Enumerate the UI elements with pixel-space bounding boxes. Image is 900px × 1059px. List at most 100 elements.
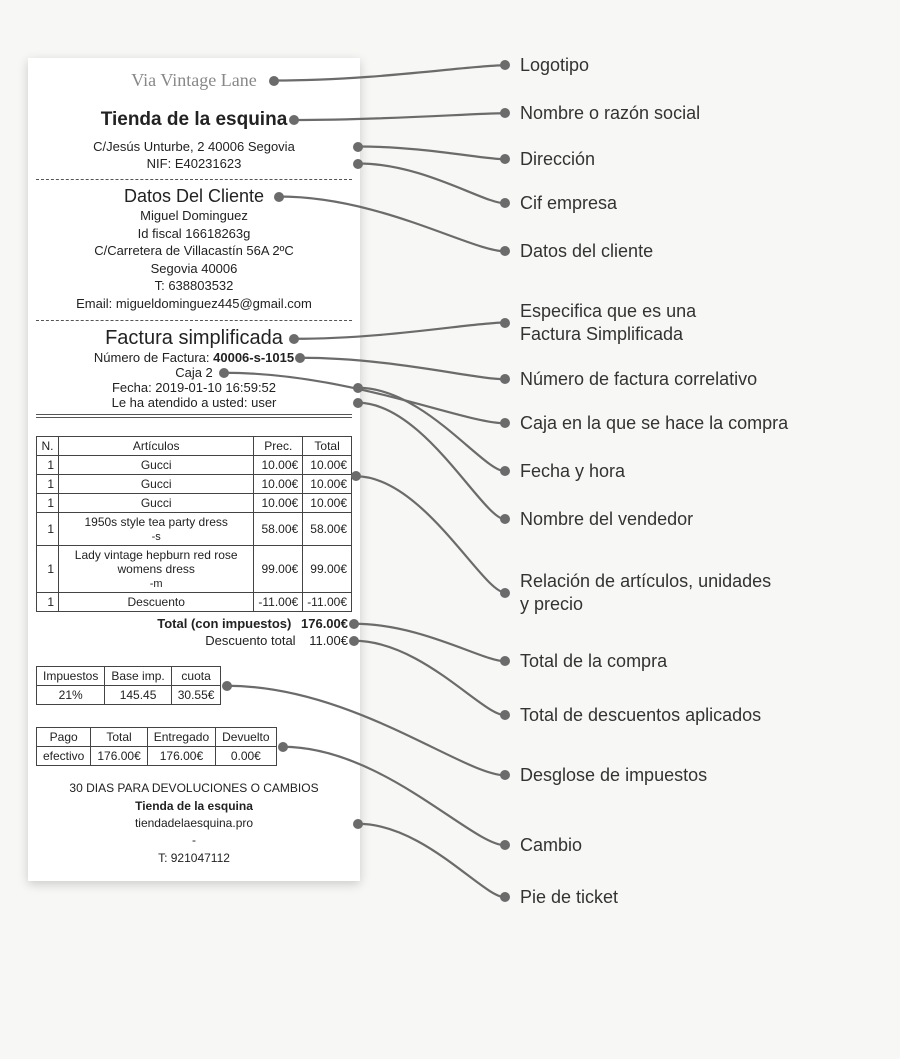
table-row: 1Gucci10.00€10.00€	[37, 475, 352, 494]
discount-total-value: 11.00€	[309, 633, 348, 648]
annot-items: Relación de artículos, unidades y precio	[520, 570, 771, 615]
annot-cif: Cif empresa	[520, 192, 617, 215]
invoice-number: 40006-s-1015	[213, 350, 294, 365]
cell-qty: 1	[37, 593, 59, 612]
connector-dot	[269, 76, 279, 86]
annot-footer: Pie de ticket	[520, 886, 618, 909]
pay-col-given: Entregado	[147, 728, 215, 747]
invoice-served-by: Le ha atendido a usted: user	[36, 395, 352, 410]
annot-datetime: Fecha y hora	[520, 460, 625, 483]
store-address: C/Jesús Unturbe, 2 40006 Segovia	[36, 139, 352, 154]
connector-dot	[500, 154, 510, 164]
footer-store: Tienda de la esquina	[36, 798, 352, 815]
cell-name: 1950s style tea party dress-s	[59, 513, 254, 546]
divider-thin	[36, 414, 352, 415]
cell-name: Gucci	[59, 456, 254, 475]
annot-simplified: Especifica que es una Factura Simplifica…	[520, 300, 696, 345]
cell-qty: 1	[37, 475, 59, 494]
annot-client: Datos del cliente	[520, 240, 653, 263]
cell-price: 10.00€	[254, 494, 303, 513]
connector-dot	[500, 588, 510, 598]
connector-dot	[353, 159, 363, 169]
annot-items-1: Relación de artículos, unidades	[520, 570, 771, 593]
client-city: Segovia 40006	[36, 260, 352, 278]
logo: Via Vintage Lane	[36, 70, 352, 91]
annot-address: Dirección	[520, 148, 595, 171]
connector-dot	[500, 246, 510, 256]
pay-col-total: Total	[91, 728, 147, 747]
client-address: C/Carretera de Villacastín 56A 2ºC	[36, 242, 352, 260]
store-nif: NIF: E40231623	[36, 156, 352, 171]
pay-method: efectivo	[37, 747, 91, 766]
divider-dashed	[36, 320, 352, 321]
cell-price: 99.00€	[254, 546, 303, 593]
annot-tax: Desglose de impuestos	[520, 764, 707, 787]
connector-dot	[274, 192, 284, 202]
connector-dot	[353, 383, 363, 393]
cell-total: 10.00€	[303, 456, 352, 475]
table-row: 1Gucci10.00€10.00€	[37, 494, 352, 513]
cell-qty: 1	[37, 456, 59, 475]
client-name: Miguel Dominguez	[36, 207, 352, 225]
footer-returns: 30 DIAS PARA DEVOLUCIONES O CAMBIOS	[36, 780, 352, 797]
connector-dot	[500, 710, 510, 720]
cell-qty: 1	[37, 513, 59, 546]
cell-price: 58.00€	[254, 513, 303, 546]
col-total: Total	[303, 437, 352, 456]
tax-col-quota: cuota	[171, 667, 221, 686]
pay-col-returned: Devuelto	[216, 728, 276, 747]
cell-name: Gucci	[59, 494, 254, 513]
pay-given: 176.00€	[147, 747, 215, 766]
invoice-datetime: Fecha: 2019-01-10 16:59:52	[36, 380, 352, 395]
payment-table: Pago Total Entregado Devuelto efectivo 1…	[36, 727, 277, 766]
annot-register: Caja en la que se hace la compra	[520, 412, 788, 435]
client-phone: T: 638803532	[36, 277, 352, 295]
receipt-footer: 30 DIAS PARA DEVOLUCIONES O CAMBIOS Tien…	[36, 780, 352, 867]
connector-dot	[500, 374, 510, 384]
connector-dot	[500, 60, 510, 70]
annot-discount: Total de descuentos aplicados	[520, 704, 761, 727]
cell-price: 10.00€	[254, 456, 303, 475]
receipt: Via Vintage Lane Tienda de la esquina C/…	[28, 58, 360, 881]
connector-dot	[349, 636, 359, 646]
connector-dot	[353, 819, 363, 829]
footer-phone: T: 921047112	[36, 850, 352, 867]
invoice-number-label: Número de Factura:	[94, 350, 213, 365]
annot-total: Total de la compra	[520, 650, 667, 673]
annot-simplified-1: Especifica que es una	[520, 300, 696, 323]
table-row: 11950s style tea party dress-s58.00€58.0…	[37, 513, 352, 546]
annot-change: Cambio	[520, 834, 582, 857]
footer-dash: -	[36, 832, 352, 849]
connector-dot	[219, 368, 229, 378]
table-row: 1Gucci10.00€10.00€	[37, 456, 352, 475]
cell-price: 10.00€	[254, 475, 303, 494]
connector-dot	[500, 198, 510, 208]
connector-dot	[289, 334, 299, 344]
connector-dot	[500, 514, 510, 524]
connector-dot	[278, 742, 288, 752]
items-table: N. Artículos Prec. Total 1Gucci10.00€10.…	[36, 436, 352, 612]
footer-web: tiendadelaesquina.pro	[36, 815, 352, 832]
cell-total: 10.00€	[303, 475, 352, 494]
cell-total: 58.00€	[303, 513, 352, 546]
cell-name: Lady vintage hepburn red rose womens dre…	[59, 546, 254, 593]
connector-dot	[353, 142, 363, 152]
divider-thin	[36, 417, 352, 418]
table-row: 1Lady vintage hepburn red rose womens dr…	[37, 546, 352, 593]
cell-total: -11.00€	[303, 593, 352, 612]
col-price: Prec.	[254, 437, 303, 456]
connector-dot	[289, 115, 299, 125]
client-email: Email: migueldominguez445@gmail.com	[36, 295, 352, 313]
connector-dot	[295, 353, 305, 363]
cell-total: 99.00€	[303, 546, 352, 593]
tax-col-base: Base imp.	[105, 667, 171, 686]
connector-dot	[353, 398, 363, 408]
totals: Total (con impuestos) 176.00€ Descuento …	[36, 616, 352, 648]
client-fiscal-id: Id fiscal 16618263g	[36, 225, 352, 243]
tax-table: Impuestos Base imp. cuota 21% 145.45 30.…	[36, 666, 221, 705]
table-row: 1Descuento-11.00€-11.00€	[37, 593, 352, 612]
store-name: Tienda de la esquina	[36, 109, 352, 131]
tax-quota: 30.55€	[171, 686, 221, 705]
col-qty: N.	[37, 437, 59, 456]
col-article: Artículos	[59, 437, 254, 456]
